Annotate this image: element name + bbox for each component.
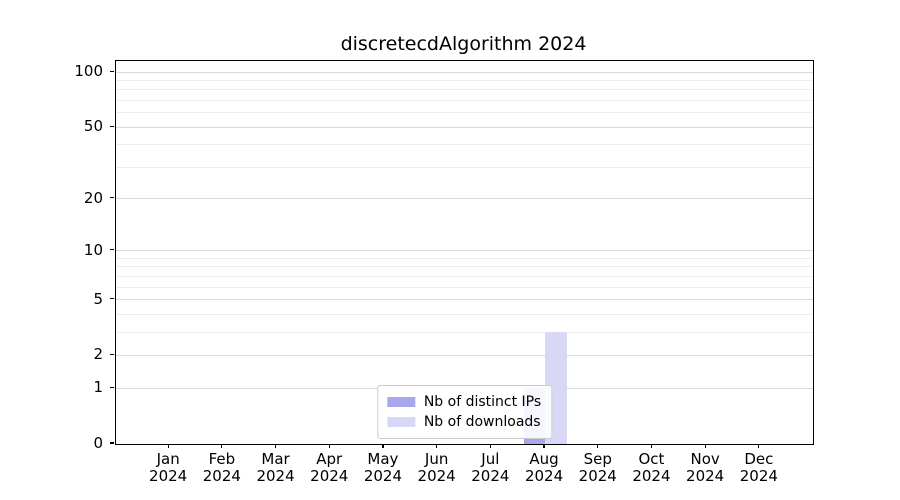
x-tick-mark <box>758 444 760 448</box>
x-tick-label: Oct 2024 <box>632 450 671 485</box>
y-tick-mark <box>110 249 114 251</box>
y-tick-mark <box>110 197 114 199</box>
gridline-minor <box>116 100 813 102</box>
y-tick-mark <box>110 125 114 127</box>
gridline-minor <box>116 313 813 315</box>
x-tick-mark <box>597 444 599 448</box>
x-tick-label: Jan 2024 <box>149 450 188 485</box>
x-tick-label: May 2024 <box>363 450 403 485</box>
gridline-minor <box>116 166 813 168</box>
y-tick-label: 10 <box>83 240 103 259</box>
x-tick-label: Apr 2024 <box>310 450 349 485</box>
gridline-major <box>116 354 813 356</box>
gridline-major <box>116 198 813 200</box>
x-tick-mark <box>167 444 169 448</box>
legend: Nb of distinct IPs Nb of downloads <box>376 385 553 439</box>
gridline-minor <box>116 275 813 277</box>
plot-area: Nb of distinct IPs Nb of downloads <box>115 60 814 445</box>
x-tick-mark <box>704 444 706 448</box>
legend-entry-0: Nb of distinct IPs <box>386 392 542 412</box>
x-tick-label: Jul 2024 <box>471 450 510 485</box>
x-axis: Jan 2024 Feb 2024 Mar 2024 Apr 2024 May 2024 Jun 20… <box>115 444 812 496</box>
y-tick-mark <box>110 298 114 300</box>
x-tick-label: Nov 2024 <box>686 450 725 485</box>
x-tick-mark <box>382 444 384 448</box>
legend-entry-1: Nb of downloads <box>386 412 541 432</box>
gridline-minor <box>116 144 813 146</box>
y-tick-label: 1 <box>93 378 103 397</box>
x-tick-label: Dec 2024 <box>739 450 778 485</box>
gridline-minor <box>116 331 813 333</box>
y-tick-label: 2 <box>93 345 103 364</box>
x-tick-label: Mar 2024 <box>256 450 295 485</box>
x-tick-mark <box>650 444 653 448</box>
x-tick-mark <box>436 444 438 448</box>
x-tick-mark <box>274 444 277 448</box>
gridline-minor <box>116 286 813 288</box>
y-tick-label: 50 <box>83 117 103 136</box>
x-tick-label: Jun 2024 <box>417 450 456 485</box>
gridline-major <box>116 250 813 252</box>
x-tick-label: Sep 2024 <box>578 450 617 485</box>
gridline-major <box>116 126 813 128</box>
y-tick-label: 0 <box>93 434 103 452</box>
legend-label-1: Nb of downloads <box>423 414 541 430</box>
gridline-minor <box>116 80 813 82</box>
gridline-minor <box>116 89 813 91</box>
chart-title: discretecdAlgorithm 2024 <box>340 33 587 55</box>
x-tick-label: Aug 2024 <box>524 450 564 485</box>
y-axis: 0 1 2 5 10 20 50 100 <box>0 60 115 451</box>
legend-label-0: Nb of distinct IPs <box>423 394 542 410</box>
x-tick-mark <box>489 444 491 448</box>
y-tick-mark <box>110 70 114 72</box>
x-tick-mark <box>328 444 330 448</box>
gridline-minor <box>116 257 813 259</box>
y-tick-mark <box>110 353 114 356</box>
legend-swatch-1 <box>386 417 415 427</box>
y-tick-label: 5 <box>93 289 103 308</box>
legend-swatch-0 <box>386 397 415 407</box>
x-tick-mark <box>543 444 545 448</box>
gridline-minor <box>116 112 813 114</box>
gridline-major <box>116 299 813 301</box>
gridline-minor <box>116 266 813 268</box>
gridline-major <box>116 71 813 73</box>
x-tick-mark <box>221 444 223 448</box>
y-tick-label: 100 <box>74 62 103 81</box>
y-tick-label: 20 <box>83 188 103 207</box>
x-tick-label: Feb 2024 <box>202 450 241 485</box>
y-tick-mark <box>110 442 114 444</box>
y-tick-mark <box>110 386 114 388</box>
